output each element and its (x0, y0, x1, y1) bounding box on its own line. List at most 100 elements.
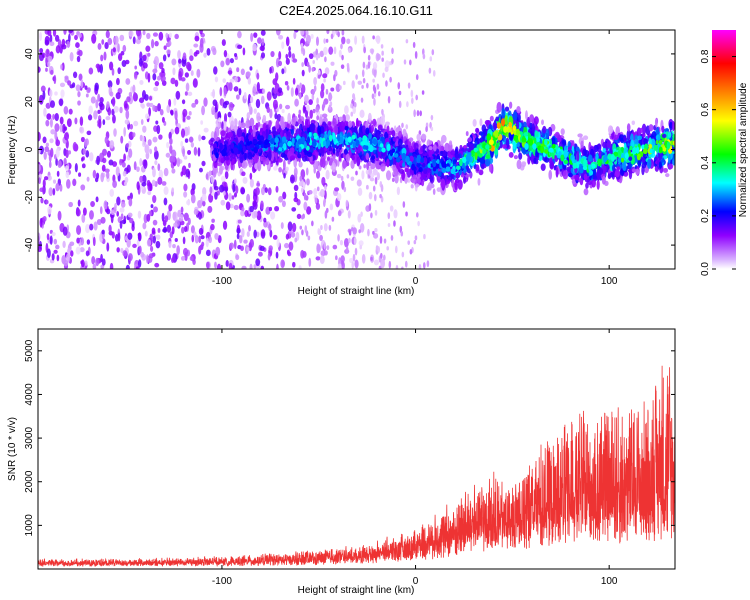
spectrogram-cell (358, 229, 361, 234)
spectrogram-cell (180, 128, 186, 138)
spectrogram-cell (63, 30, 67, 35)
spectrogram-cell (139, 80, 144, 85)
spectrogram-cell (193, 208, 199, 216)
spectrogram-cell (246, 246, 250, 252)
spectrogram-cell (213, 66, 218, 75)
spectrogram-cell (374, 227, 378, 233)
spectrogram-cell (120, 135, 124, 144)
spectrogram-cell (361, 253, 366, 264)
spectrogram-cell (253, 108, 257, 114)
spectrogram-cell (382, 72, 385, 78)
spectrogram-cell (74, 117, 78, 125)
spectrogram-cell (174, 238, 178, 243)
spectrogram-cell (240, 187, 246, 195)
spectrogram-cell (101, 39, 105, 45)
spectrogram-cell (201, 193, 207, 202)
spectrogram-cell (217, 162, 223, 167)
spectrogram-cell (208, 236, 213, 244)
spectrogram-y-tick-label: 40 (24, 48, 35, 60)
spectrogram-cell (512, 141, 516, 150)
spectrogram-cell (178, 70, 182, 81)
spectrogram-cell (128, 217, 134, 224)
spectrogram-cell (39, 31, 43, 42)
spectrogram-cell (88, 67, 94, 75)
spectrogram-cell (297, 118, 302, 125)
spectrogram-cell (51, 232, 56, 237)
spectrogram-cell (228, 102, 234, 111)
spectrogram-cell (332, 147, 336, 154)
spectrogram-cell (300, 43, 304, 48)
spectrogram-cell (235, 94, 240, 100)
spectrogram-cell (298, 109, 302, 115)
spectrogram-cell (146, 32, 151, 40)
spectrogram-cell (72, 71, 78, 79)
spectrogram-cell (331, 216, 335, 222)
spectrogram-cell (157, 103, 161, 112)
spectrogram-cell (241, 160, 248, 169)
spectrogram-cell (287, 112, 291, 124)
spectrogram-cell (44, 39, 50, 46)
spectrogram-cell (323, 38, 326, 44)
spectrogram-cell (285, 104, 291, 110)
spectrogram-cell (45, 48, 50, 58)
spectrogram-cell (42, 215, 47, 222)
spectrogram-cell (359, 123, 363, 134)
spectrogram-cell (405, 155, 410, 163)
spectrogram-cell (396, 186, 401, 196)
spectrogram-cell (90, 96, 96, 104)
spectrogram-cell (92, 169, 97, 179)
spectrogram-cell (376, 172, 380, 181)
spectrogram-cell (220, 130, 226, 137)
spectrogram-cell (147, 139, 152, 147)
spectrogram-cell (148, 210, 152, 217)
spectrogram-cell (59, 82, 66, 88)
spectrogram-cell (331, 162, 337, 173)
spectrogram-cell (273, 88, 278, 94)
spectrogram-cell (260, 200, 264, 210)
spectrogram-cell (658, 161, 663, 169)
spectrogram-cell (658, 146, 663, 154)
spectrogram-cell (293, 157, 298, 168)
spectrogram-cell (354, 247, 358, 256)
spectrogram-cell (189, 48, 193, 57)
spectrogram-cell (109, 262, 114, 269)
spectrogram-cell (450, 150, 456, 156)
spectrogram-cell (221, 121, 224, 131)
spectrogram-cell (450, 168, 456, 175)
spectrogram-cell (607, 173, 612, 180)
spectrogram-cell (68, 108, 73, 115)
spectrogram-cell (50, 147, 54, 158)
spectrogram-cell (56, 170, 60, 177)
spectrogram-cell (136, 239, 140, 247)
spectrogram-cell (201, 135, 206, 141)
spectrogram-cell (244, 209, 249, 218)
spectrogram-cell (304, 225, 308, 233)
spectrogram-cell (548, 169, 553, 180)
spectrogram-cell (352, 141, 356, 149)
spectrogram-cell (303, 192, 307, 201)
spectrogram-cell (237, 44, 243, 49)
spectrogram-cell (370, 256, 373, 261)
spectrogram-cell (85, 250, 90, 257)
spectrogram-cell (320, 188, 325, 198)
spectrogram-cell (316, 97, 319, 105)
spectrogram-cell (229, 58, 234, 64)
spectrogram-cell (276, 113, 282, 122)
spectrogram-cell (347, 210, 351, 219)
spectrogram-cell (84, 138, 89, 146)
spectrogram-cell (201, 105, 205, 116)
spectrogram-cell (102, 157, 107, 164)
spectrogram-cell (319, 255, 325, 264)
spectrogram-cell (256, 112, 261, 123)
chart-title: C2E4.2025.064.16.10.G11 (279, 3, 433, 18)
spectrogram-cell (166, 253, 172, 261)
spectrogram-cell (281, 136, 287, 143)
spectrogram-cell (338, 116, 344, 122)
spectrogram-cell (365, 145, 369, 150)
spectrogram-cell (221, 148, 227, 157)
spectrogram-cell (411, 97, 414, 105)
spectrogram-cell (161, 212, 165, 222)
spectrogram-cell (626, 123, 631, 132)
spectrogram-cell (239, 234, 243, 244)
spectrogram-cell (275, 119, 280, 130)
